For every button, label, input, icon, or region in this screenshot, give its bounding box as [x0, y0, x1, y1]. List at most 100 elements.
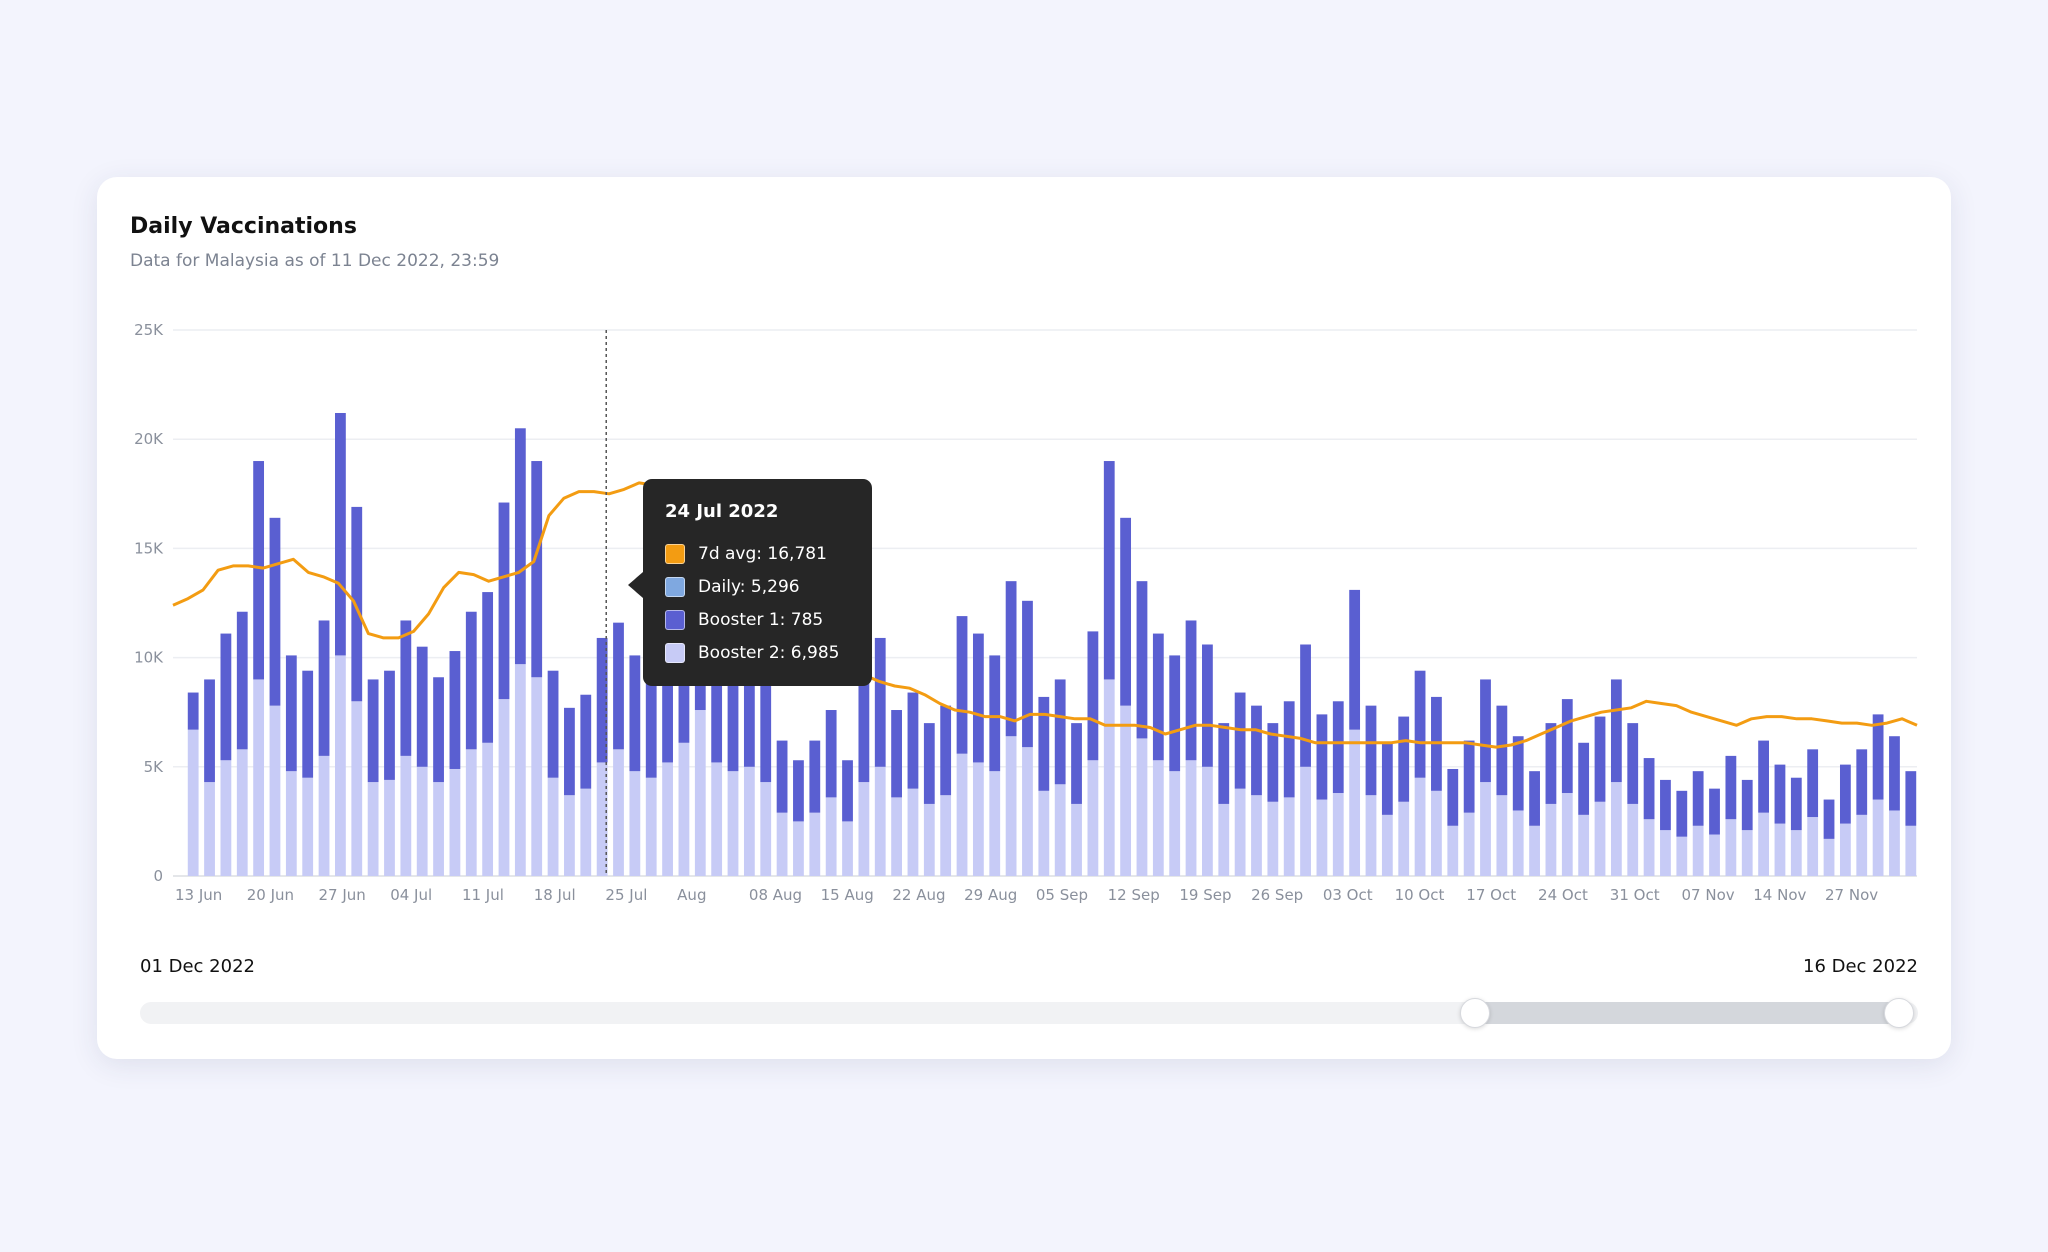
bar-booster-1[interactable]	[1807, 749, 1819, 818]
bar-booster-2[interactable]	[678, 742, 690, 876]
bar-booster-1[interactable]	[1709, 788, 1720, 835]
bar-booster-1[interactable]	[253, 461, 265, 680]
bar-booster-1[interactable]	[1578, 742, 1590, 815]
bar-booster-1[interactable]	[433, 677, 444, 783]
bar-booster-2[interactable]	[1839, 823, 1851, 876]
bar-booster-1[interactable]	[842, 760, 853, 822]
bar-booster-2[interactable]	[874, 766, 886, 876]
bar-booster-2[interactable]	[433, 782, 444, 876]
bar-booster-2[interactable]	[1251, 795, 1262, 876]
bar-booster-1[interactable]	[1267, 723, 1279, 802]
bar-booster-1[interactable]	[1741, 779, 1753, 831]
bar-booster-2[interactable]	[1365, 795, 1377, 876]
bar-booster-1[interactable]	[956, 616, 968, 754]
bar-booster-2[interactable]	[1692, 825, 1704, 876]
bar-booster-2[interactable]	[907, 788, 919, 876]
bar-booster-1[interactable]	[384, 670, 395, 780]
bar-booster-1[interactable]	[776, 740, 788, 813]
bar-booster-1[interactable]	[645, 666, 657, 778]
bar-booster-2[interactable]	[1218, 803, 1230, 876]
bar-booster-1[interactable]	[858, 681, 870, 783]
bar-booster-2[interactable]	[645, 777, 657, 876]
bar-booster-1[interactable]	[1692, 771, 1704, 826]
bar-booster-1[interactable]	[1463, 740, 1475, 813]
bar-booster-2[interactable]	[1136, 738, 1148, 876]
bar-booster-2[interactable]	[1071, 803, 1082, 876]
bar-booster-2[interactable]	[253, 679, 265, 876]
bar-booster-2[interactable]	[1725, 819, 1737, 876]
bar-booster-2[interactable]	[940, 795, 952, 876]
bar-booster-1[interactable]	[482, 592, 494, 743]
bar-booster-2[interactable]	[1300, 766, 1311, 876]
bar-booster-1[interactable]	[351, 506, 363, 702]
bar-booster-1[interactable]	[809, 740, 821, 813]
bar-booster-2[interactable]	[1758, 812, 1769, 876]
bar-booster-2[interactable]	[1905, 825, 1917, 876]
bar-booster-1[interactable]	[1676, 790, 1688, 837]
bar-booster-1[interactable]	[1185, 620, 1197, 761]
bar-booster-1[interactable]	[1872, 714, 1884, 800]
bar-booster-1[interactable]	[498, 502, 510, 700]
bar-booster-2[interactable]	[891, 797, 902, 876]
bar-booster-1[interactable]	[596, 637, 608, 763]
bar-booster-1[interactable]	[1610, 679, 1622, 783]
bar-booster-2[interactable]	[1594, 801, 1606, 876]
bar-booster-2[interactable]	[1889, 810, 1900, 876]
bar-booster-1[interactable]	[1218, 723, 1230, 804]
bar-booster-2[interactable]	[1790, 830, 1802, 876]
bar-booster-1[interactable]	[187, 692, 199, 730]
bar-booster-1[interactable]	[1398, 716, 1410, 802]
bar-booster-2[interactable]	[204, 782, 215, 876]
bar-booster-2[interactable]	[1480, 782, 1491, 876]
bar-booster-1[interactable]	[335, 412, 346, 656]
bar-booster-2[interactable]	[1856, 814, 1868, 876]
bar-booster-2[interactable]	[531, 677, 543, 876]
bar-booster-1[interactable]	[923, 723, 935, 804]
bar-booster-2[interactable]	[596, 762, 608, 876]
bar-booster-1[interactable]	[1480, 679, 1491, 783]
bar-booster-1[interactable]	[1332, 701, 1344, 794]
bar-booster-2[interactable]	[351, 701, 363, 876]
bar-booster-1[interactable]	[727, 655, 739, 772]
bar-booster-2[interactable]	[809, 812, 821, 876]
bar-booster-1[interactable]	[1234, 692, 1246, 789]
bar-booster-1[interactable]	[1103, 461, 1115, 680]
bar-booster-2[interactable]	[1660, 830, 1671, 876]
range-start-handle[interactable]	[1460, 998, 1490, 1028]
bar-booster-2[interactable]	[1578, 814, 1590, 876]
bar-booster-2[interactable]	[1545, 803, 1557, 876]
bar-booster-1[interactable]	[972, 633, 984, 763]
bar-booster-2[interactable]	[1447, 825, 1459, 876]
bar-booster-2[interactable]	[465, 749, 477, 876]
bar-booster-2[interactable]	[482, 742, 494, 876]
bar-booster-1[interactable]	[1169, 655, 1181, 772]
bar-booster-2[interactable]	[972, 762, 984, 876]
bar-booster-1[interactable]	[613, 622, 624, 750]
bar-booster-1[interactable]	[1038, 696, 1050, 791]
bar-booster-1[interactable]	[1120, 517, 1132, 706]
bar-booster-2[interactable]	[1463, 812, 1475, 876]
bar-booster-1[interactable]	[1774, 764, 1786, 824]
bar-booster-1[interactable]	[874, 637, 886, 767]
bar-booster-1[interactable]	[1202, 644, 1213, 767]
bar-booster-2[interactable]	[449, 768, 461, 876]
bar-booster-1[interactable]	[1022, 600, 1033, 748]
bar-booster-2[interactable]	[1610, 782, 1622, 876]
bar-booster-2[interactable]	[1120, 705, 1132, 876]
bar-booster-1[interactable]	[302, 670, 314, 778]
bar-booster-2[interactable]	[1185, 760, 1197, 876]
bar-booster-1[interactable]	[1349, 589, 1361, 730]
bar-booster-2[interactable]	[220, 760, 232, 876]
bar-booster-1[interactable]	[940, 705, 952, 796]
bar-booster-2[interactable]	[1202, 766, 1213, 876]
bar-booster-1[interactable]	[1381, 742, 1393, 815]
bar-booster-1[interactable]	[1496, 705, 1508, 796]
bar-booster-1[interactable]	[1251, 705, 1262, 796]
bar-booster-2[interactable]	[514, 664, 526, 876]
bar-booster-1[interactable]	[1136, 581, 1148, 739]
bar-booster-2[interactable]	[825, 797, 837, 876]
bar-booster-2[interactable]	[1316, 799, 1328, 876]
bar-booster-1[interactable]	[1627, 723, 1639, 804]
bar-booster-2[interactable]	[187, 729, 199, 876]
bar-booster-1[interactable]	[1856, 749, 1868, 815]
